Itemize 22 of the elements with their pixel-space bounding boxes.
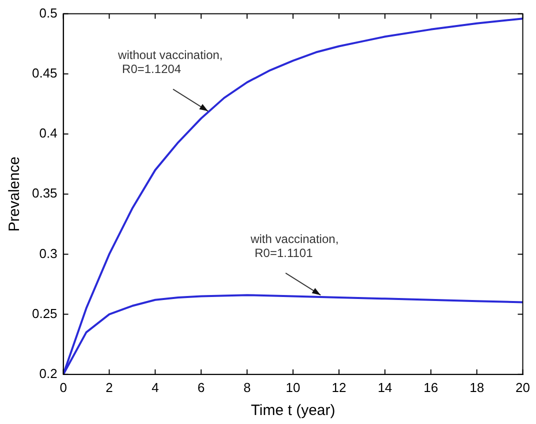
x-tick-label: 16	[424, 380, 438, 395]
annotation: with vaccination, R0=1.1101	[250, 232, 339, 260]
x-tick-label: 10	[286, 380, 300, 395]
x-tick-label: 14	[378, 380, 392, 395]
y-tick-label: 0.5	[39, 5, 58, 20]
x-tick-label: 2	[106, 380, 113, 395]
y-tick-label: 0.3	[39, 246, 58, 261]
annotation: without vaccination, R0=1.1204	[117, 48, 223, 76]
y-tick-label: 0.45	[32, 65, 58, 80]
y-tick-label: 0.35	[32, 186, 58, 201]
y-tick-label: 0.4	[39, 126, 58, 141]
x-tick-label: 12	[332, 380, 346, 395]
x-tick-label: 18	[470, 380, 484, 395]
y-tick-label: 0.25	[32, 306, 58, 321]
x-tick-label: 20	[516, 380, 530, 395]
x-tick-label: 0	[60, 380, 67, 395]
y-axis-title: Prevalence	[6, 156, 24, 232]
x-tick-label: 8	[243, 380, 251, 395]
x-tick-label: 6	[198, 380, 205, 395]
x-tick-label: 4	[152, 380, 159, 395]
x-axis-title: Time t (year)	[250, 402, 336, 420]
y-tick-label: 0.2	[39, 366, 58, 381]
